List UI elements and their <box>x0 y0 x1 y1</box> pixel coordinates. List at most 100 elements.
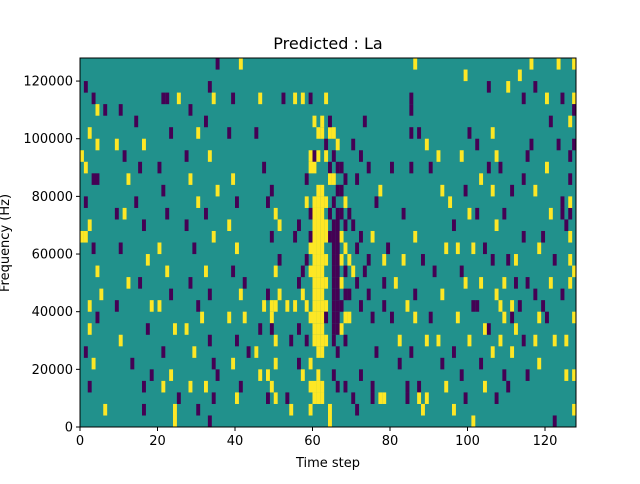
y-tick-label: 80000 <box>32 190 73 205</box>
heatmap-cell <box>83 161 88 174</box>
heatmap-cell <box>138 277 143 289</box>
heatmap-cell <box>331 242 336 255</box>
heatmap-cell <box>269 300 274 312</box>
heatmap-cell <box>486 161 491 174</box>
heatmap-cell <box>506 254 511 266</box>
heatmap-cell <box>231 265 236 278</box>
heatmap-cell <box>424 138 429 151</box>
heatmap-cell <box>343 173 348 185</box>
heatmap-cell <box>126 277 131 289</box>
heatmap-cell <box>347 207 352 220</box>
heatmap-cell <box>471 415 476 428</box>
heatmap-cell <box>188 173 193 185</box>
heatmap-cell <box>173 403 177 416</box>
heatmap-cell <box>316 254 321 266</box>
heatmap-cell <box>343 334 348 347</box>
heatmap-cell <box>320 115 325 128</box>
heatmap-cell <box>169 288 174 301</box>
heatmap-cell <box>87 323 92 335</box>
heatmap-cell <box>204 380 208 393</box>
heatmap-cell <box>335 311 340 324</box>
heatmap-cell <box>266 369 270 381</box>
heatmap-cell <box>331 323 336 335</box>
heatmap-cell <box>397 334 402 347</box>
heatmap-cell <box>463 277 468 289</box>
heatmap-cell <box>238 58 243 70</box>
heatmap-cell <box>188 104 193 116</box>
x-tick-label: 120 <box>533 434 558 449</box>
heatmap-cell <box>95 265 100 278</box>
heatmap-cell <box>320 334 325 347</box>
heatmap-cell <box>537 311 542 324</box>
heatmap-cell <box>409 92 414 105</box>
heatmap-cell <box>331 219 336 232</box>
heatmap-cell <box>227 127 232 139</box>
heatmap-cell <box>424 334 429 347</box>
heatmap-cell <box>114 207 119 220</box>
heatmap-cell <box>568 230 573 243</box>
heatmap-cell <box>452 219 456 232</box>
heatmap-cell <box>134 115 139 128</box>
y-axis-ticks: 0 20000 40000 60000 80000 100000 120000 <box>23 75 80 436</box>
heatmap-cell <box>510 300 515 312</box>
heatmap-cell <box>517 300 522 312</box>
heatmap-cell <box>118 334 123 347</box>
heatmap-cell <box>413 311 418 324</box>
heatmap-cell <box>266 392 270 404</box>
heatmap-cell <box>184 323 189 335</box>
heatmap-cell <box>138 161 143 174</box>
heatmap-cell <box>83 346 88 358</box>
heatmap-cell <box>331 150 336 162</box>
plot-frame <box>79 57 577 428</box>
heatmap-cell <box>386 242 391 255</box>
heatmap-cell <box>343 288 348 301</box>
heatmap-cell <box>335 184 340 197</box>
heatmap-cell <box>359 230 363 243</box>
heatmap-cell <box>254 346 259 358</box>
heatmap-cell <box>328 127 332 139</box>
heatmap-cell <box>568 207 573 220</box>
heatmap-cell <box>316 219 321 232</box>
heatmap-cell <box>176 92 181 105</box>
heatmap-cell <box>335 300 340 312</box>
heatmap-cell <box>266 196 270 208</box>
y-tick-label: 40000 <box>32 305 73 320</box>
heatmap-cell <box>312 230 317 243</box>
heatmap-cell <box>320 127 325 139</box>
heatmap-cell <box>320 219 325 232</box>
heatmap-cell <box>293 300 298 312</box>
heatmap-cell <box>83 81 88 93</box>
heatmap-cell <box>235 392 239 404</box>
heatmap-cells <box>80 58 577 428</box>
heatmap-cell <box>273 300 278 312</box>
heatmap-cell <box>452 403 456 416</box>
heatmap-cell <box>359 300 363 312</box>
heatmap-cell <box>258 369 263 381</box>
heatmap-cell <box>393 277 398 289</box>
heatmap-cell <box>211 230 216 243</box>
heatmap-cell <box>316 392 321 404</box>
heatmap-cell <box>335 207 340 220</box>
heatmap-cell <box>196 403 201 416</box>
heatmap-cell <box>521 92 526 105</box>
heatmap-cell <box>331 230 336 243</box>
heatmap-cell <box>308 150 313 162</box>
heatmap-cell <box>188 277 193 289</box>
heatmap-cell <box>413 230 418 243</box>
heatmap-cell <box>502 311 507 324</box>
heatmap-cell <box>479 357 484 370</box>
heatmap-cell <box>502 207 507 220</box>
heatmap-cell <box>293 92 298 105</box>
heatmap-cell <box>95 311 100 324</box>
x-axis-label: Time step <box>295 456 360 471</box>
heatmap-cell <box>312 242 317 255</box>
heatmap-cell <box>382 277 387 289</box>
heatmap-cell <box>366 254 371 266</box>
heatmap-cell <box>455 242 460 255</box>
heatmap-cell <box>483 380 487 393</box>
y-tick-label: 60000 <box>32 248 73 263</box>
heatmap-cell <box>316 277 321 289</box>
heatmap-cell <box>455 311 460 324</box>
